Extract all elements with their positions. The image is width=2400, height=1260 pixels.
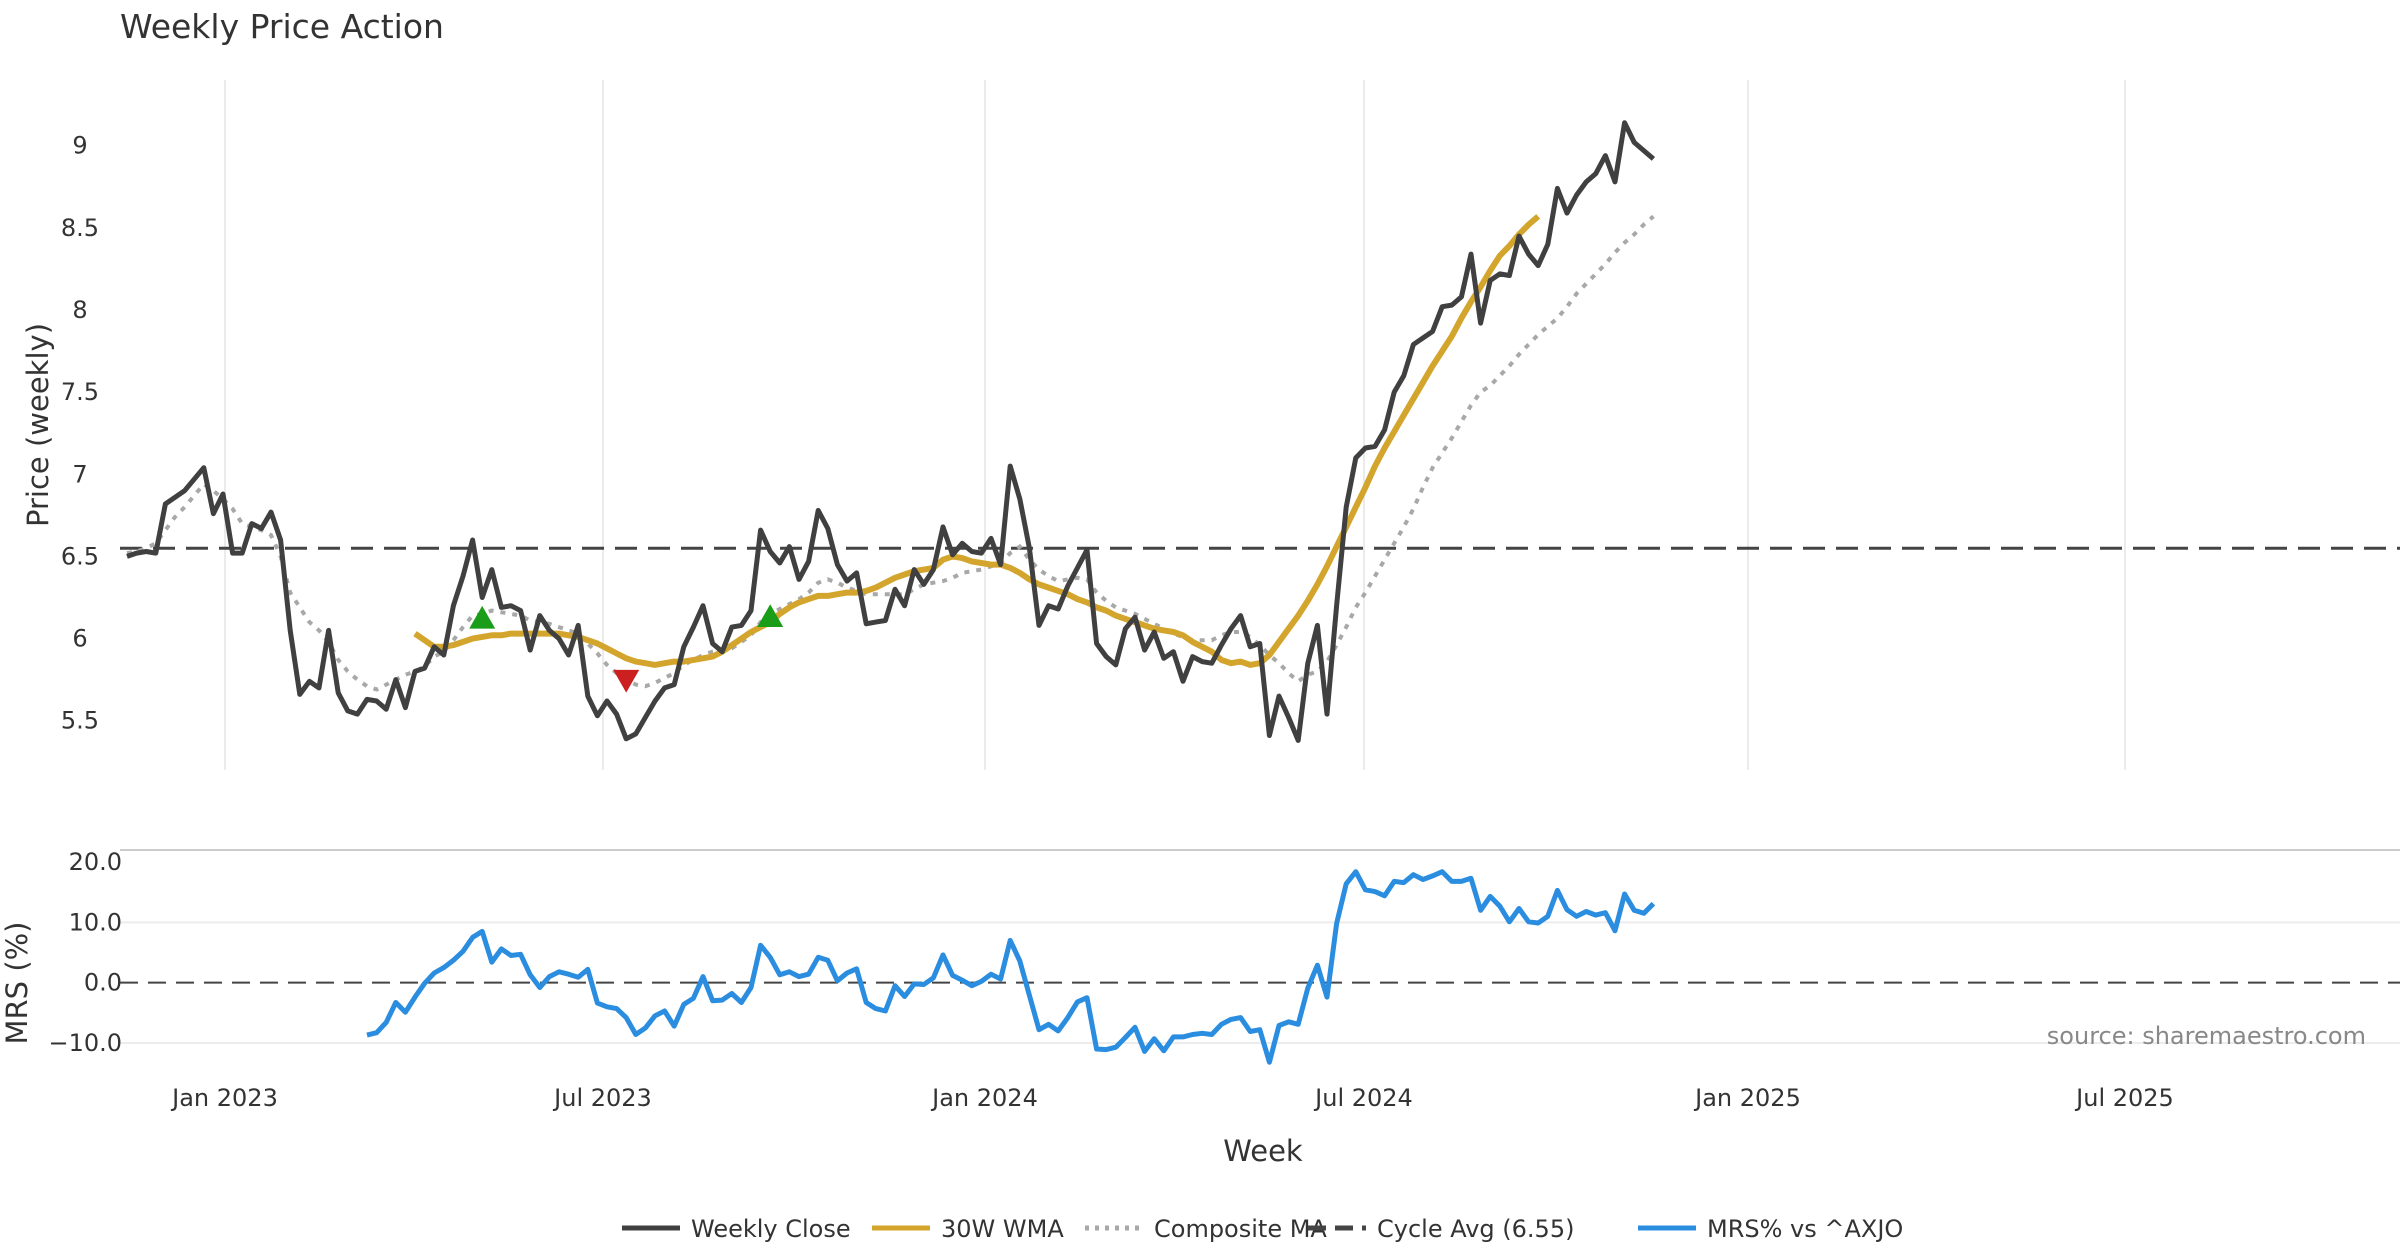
mrs-y-ticks: −10.0 0.0 10.0 20.0 [48, 848, 122, 1057]
mrs-y-tick: 20.0 [69, 848, 122, 876]
mrs-y-tick: 10.0 [69, 908, 122, 936]
series-mrs [366, 869, 1656, 1065]
x-tick-label: Jan 2025 [1693, 1084, 1801, 1112]
legend-label: MRS% vs ^AXJO [1707, 1215, 1903, 1243]
series-weekly-close [126, 120, 1656, 743]
price-y-tick: 9 [72, 132, 87, 160]
mrs-y-tick: 0.0 [84, 969, 122, 997]
price-y-tick: 7.5 [61, 378, 99, 406]
series-composite-ma [126, 214, 1655, 692]
legend-label: Composite MA [1154, 1215, 1327, 1243]
series-30w-wma [413, 214, 1541, 668]
mrs-y-tick: −10.0 [48, 1029, 122, 1057]
price-y-label: Price (weekly) [21, 323, 55, 527]
price-y-tick: 6 [72, 625, 87, 653]
legend-label: Cycle Avg (6.55) [1377, 1215, 1574, 1243]
x-tick-label: Jul 2023 [552, 1084, 652, 1112]
price-y-tick: 7 [72, 460, 87, 488]
signal-marker-buy [757, 604, 784, 627]
signal-marker-buy [469, 605, 496, 629]
legend-label: Weekly Close [691, 1215, 851, 1243]
mrs-y-label: MRS (%) [0, 922, 34, 1045]
price-y-tick: 6.5 [61, 542, 99, 570]
signal-marker-sell [613, 669, 640, 693]
signal-markers [469, 604, 784, 693]
legend: Weekly Close 30W WMA Composite MA Cycle Avg… [622, 1215, 1903, 1243]
price-y-tick: 5.5 [61, 707, 99, 735]
x-tick-label: Jul 2024 [1313, 1084, 1413, 1112]
source-note: source: sharemaestro.com [2047, 1022, 2366, 1050]
price-y-ticks: 5.5 6 6.5 7 7.5 8 8.5 9 [61, 132, 99, 735]
chart-title: Weekly Price Action [120, 7, 444, 46]
grid-lines [120, 80, 2400, 1044]
x-ticks: Jan 2023 Jul 2023 Jan 2024 Jul 2024 Jan 2025… [170, 1084, 2174, 1112]
x-tick-label: Jan 2023 [170, 1084, 278, 1112]
legend-label: 30W WMA [941, 1215, 1064, 1243]
x-axis-label: Week [1223, 1134, 1303, 1168]
price-y-tick: 8.5 [61, 214, 99, 242]
x-tick-label: Jul 2025 [2074, 1084, 2174, 1112]
price-y-tick: 8 [72, 296, 87, 324]
x-tick-label: Jan 2024 [930, 1084, 1038, 1112]
